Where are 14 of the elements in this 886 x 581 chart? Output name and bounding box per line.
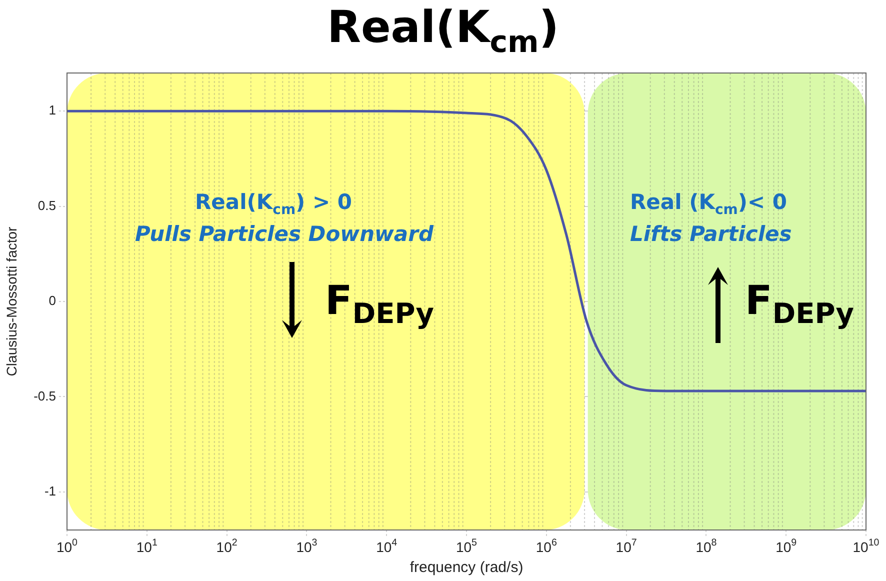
annotation: Lifts Particles	[630, 222, 792, 246]
annotation: Pulls Particles Downward	[135, 222, 434, 246]
x-axis-title: frequency (rad/s)	[410, 559, 524, 576]
y-tick-label: 0	[48, 293, 56, 308]
y-tick-label: -1	[44, 483, 56, 498]
annotation: F$_{DEPy}$	[325, 278, 434, 330]
y-tick-label: 0.5	[38, 198, 56, 213]
y-tick-label: 1	[48, 102, 56, 118]
y-tick-label: -0.5	[34, 388, 56, 404]
annotation: F$_{DEPy}$	[745, 278, 854, 330]
band-label: Real(K$_{cm}$) > 0	[195, 190, 352, 218]
chart-title: Real(K$_{cm}$)	[326, 2, 560, 60]
y-axis-title: Clausius-Mossotti factor	[3, 226, 20, 376]
band-label: Real (K$_{cm}$)< 0	[630, 190, 787, 218]
